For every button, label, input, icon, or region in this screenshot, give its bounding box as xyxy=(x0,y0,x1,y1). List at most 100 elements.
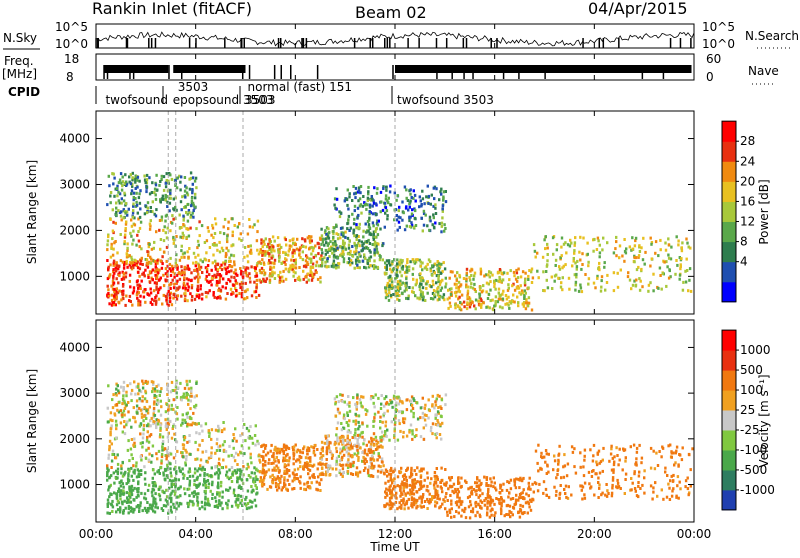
cell-1 xyxy=(147,262,149,265)
cell-4 xyxy=(351,455,353,458)
cell-4 xyxy=(370,443,372,446)
cell-5 xyxy=(420,265,422,268)
cell-6 xyxy=(495,295,497,298)
cell-9 xyxy=(373,186,375,189)
cell-3 xyxy=(289,264,291,267)
cell-7 xyxy=(641,457,643,460)
cell-3 xyxy=(313,256,315,259)
cell-4 xyxy=(331,247,333,250)
cell-7 xyxy=(657,464,659,467)
cell-9 xyxy=(422,197,424,200)
cell-2 xyxy=(182,286,184,289)
cell-4 xyxy=(329,465,331,468)
cell-9 xyxy=(418,205,420,208)
cell-5 xyxy=(415,283,417,286)
cell-5 xyxy=(390,469,392,472)
cell-4 xyxy=(326,450,328,453)
cell-1 xyxy=(160,238,162,241)
cell-1 xyxy=(110,428,112,431)
cell-4 xyxy=(368,465,370,468)
cell-8 xyxy=(159,180,161,183)
cell-4 xyxy=(338,442,340,445)
cell-2 xyxy=(244,290,246,293)
cell-2 xyxy=(224,263,226,266)
cell-3 xyxy=(260,445,262,448)
cell-0 xyxy=(155,300,157,303)
cell-7 xyxy=(638,444,640,447)
cell-2 xyxy=(210,283,212,286)
cell-9 xyxy=(423,210,425,213)
cell-0 xyxy=(107,499,109,502)
cell-2 xyxy=(255,493,257,496)
cell-1 xyxy=(171,437,173,440)
cell-6 xyxy=(447,487,449,490)
cbar-segment xyxy=(722,242,736,263)
cell-7 xyxy=(615,236,617,239)
cell-6 xyxy=(527,304,529,307)
cell-5 xyxy=(429,493,431,496)
cell-0 xyxy=(125,272,127,275)
cell-9 xyxy=(409,193,411,196)
cell-4 xyxy=(363,253,365,256)
cell-5 xyxy=(389,279,391,282)
cell-2 xyxy=(246,288,248,291)
cell-5 xyxy=(396,268,398,271)
cell-8 xyxy=(195,186,197,189)
cell-8 xyxy=(155,174,157,177)
cell-9 xyxy=(420,199,422,202)
cell-7 xyxy=(583,459,585,462)
cell-5 xyxy=(413,291,415,294)
cell-3 xyxy=(271,271,273,274)
cell-2 xyxy=(198,264,200,267)
cell-6 xyxy=(515,494,517,497)
cell-5 xyxy=(391,490,393,493)
cell-6 xyxy=(500,504,502,507)
cell-6 xyxy=(467,295,469,298)
cell-0 xyxy=(147,276,149,279)
cell-7 xyxy=(638,244,640,247)
cell-0 xyxy=(108,476,110,479)
cell-4 xyxy=(324,238,326,241)
cell-8 xyxy=(110,201,112,204)
cell-3 xyxy=(273,476,275,479)
cell-5 xyxy=(416,258,418,261)
cell-1 xyxy=(161,446,163,449)
cell-1 xyxy=(127,439,129,442)
cell-6 xyxy=(450,287,452,290)
cell-7 xyxy=(557,463,559,466)
cell-2 xyxy=(188,286,190,289)
cell-3 xyxy=(284,263,286,266)
cell-5 xyxy=(408,295,410,298)
cell-2 xyxy=(221,268,223,271)
cell-3 xyxy=(318,242,320,245)
cell-6 xyxy=(517,301,519,304)
cell-1 xyxy=(120,259,122,262)
cell-6 xyxy=(530,509,532,512)
cell-4 xyxy=(354,453,356,456)
cell-8 xyxy=(144,397,146,400)
cell-6 xyxy=(467,286,469,289)
cell-6 xyxy=(525,493,527,496)
cell-2 xyxy=(255,286,257,289)
cell-7 xyxy=(681,458,683,461)
cell-6 xyxy=(528,494,530,497)
cell-7 xyxy=(584,497,586,500)
cell-8 xyxy=(187,203,189,206)
cell-4 xyxy=(356,238,358,241)
cell-7 xyxy=(547,247,549,250)
cell-8 xyxy=(179,382,181,385)
cell-6 xyxy=(514,503,516,506)
nsearch-label: N.Search xyxy=(745,29,799,43)
cell-1 xyxy=(216,249,218,252)
cell-0 xyxy=(154,492,156,495)
cell-7 xyxy=(581,263,583,266)
cell-6 xyxy=(490,509,492,512)
cell-3 xyxy=(270,450,272,453)
cell-5 xyxy=(425,282,427,285)
cell-0 xyxy=(151,303,153,306)
cell-2 xyxy=(255,475,257,478)
cell-6 xyxy=(456,279,458,282)
cell-0 xyxy=(133,508,135,511)
cell-7 xyxy=(579,259,581,262)
cell-5 xyxy=(422,493,424,496)
